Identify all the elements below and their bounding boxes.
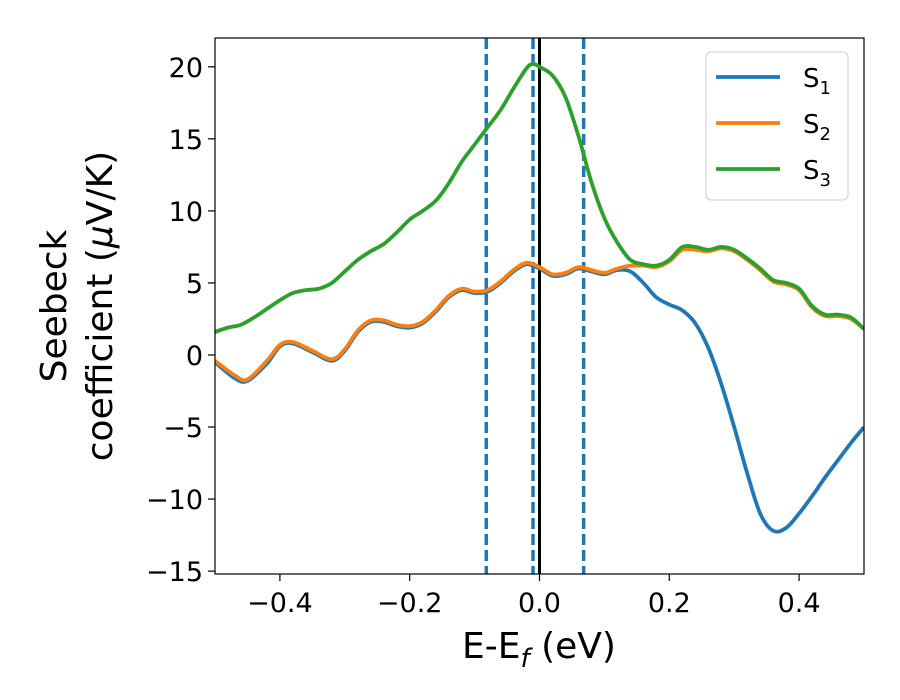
reference-lines xyxy=(484,38,586,574)
y-axis-title-line2: coefficient (μV/K) xyxy=(80,151,121,461)
x-tick-label: 0.0 xyxy=(518,588,561,619)
y-axis-title-mu: μ xyxy=(80,225,121,249)
y-tick-label: −5 xyxy=(163,413,203,444)
y-tick-label: 10 xyxy=(169,197,203,228)
y-axis-title-line1: Seebeck xyxy=(34,229,75,382)
legend: S1 S2 S3 xyxy=(705,51,849,201)
series-line-s3 xyxy=(215,62,864,334)
legend-label-s1: S1 xyxy=(803,64,831,99)
y-tick-label: 20 xyxy=(169,53,203,84)
y-axis-ticks: −15 −10 −5 0 5 10 15 20 xyxy=(146,53,215,588)
y-tick-label: 0 xyxy=(186,341,203,372)
x-axis-title: E-Ef (eV) xyxy=(462,626,616,674)
x-tick-label: 0.2 xyxy=(648,588,691,619)
y-tick-label: 5 xyxy=(186,269,203,300)
y-tick-label: −15 xyxy=(146,557,203,588)
x-tick-label: −0.4 xyxy=(247,588,313,619)
x-tick-label: −0.2 xyxy=(377,588,443,619)
y-tick-label: 15 xyxy=(169,125,203,156)
y-tick-label: −10 xyxy=(146,485,203,516)
legend-box xyxy=(705,51,849,201)
x-axis-title-unit: (eV) xyxy=(530,626,616,667)
legend-label-s3: S3 xyxy=(803,156,831,191)
legend-label-s2: S2 xyxy=(803,110,831,145)
x-axis-ticks: −0.4 −0.2 0.0 0.2 0.4 xyxy=(247,574,821,619)
series-lines xyxy=(215,62,864,534)
x-tick-label: 0.4 xyxy=(778,588,821,619)
